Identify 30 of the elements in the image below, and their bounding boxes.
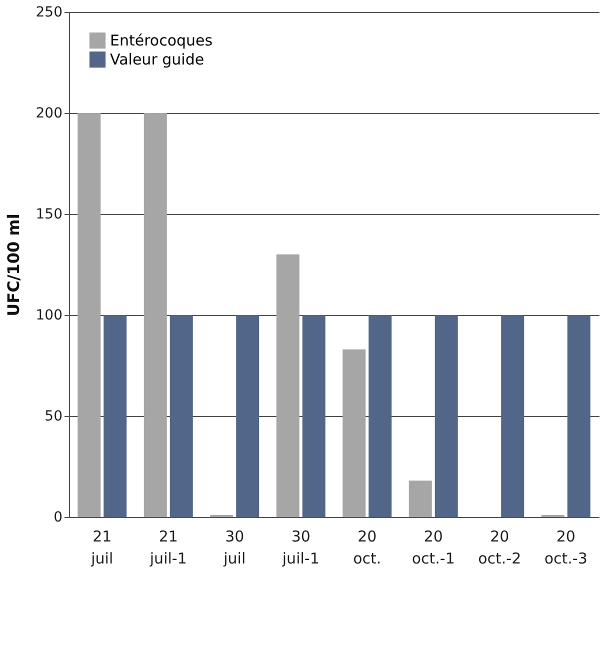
bar [342, 349, 366, 517]
y-tick-label: 0 [54, 510, 62, 526]
x-tick-label: 20 oct.-1 [412, 528, 455, 568]
x-tick-label: 20 oct. [353, 528, 382, 568]
bar [144, 113, 167, 517]
x-tick-label: 21 juil-1 [148, 528, 187, 568]
bar [434, 315, 458, 517]
bar [567, 315, 590, 517]
y-axis-title: UFC/100 ml [4, 214, 23, 316]
bar [408, 480, 432, 517]
y-tick-label: 250 [36, 4, 62, 20]
legend-label: Entérocoques [110, 32, 213, 50]
x-tick-label: 30 juil [222, 528, 246, 568]
bar [302, 315, 326, 517]
bar [276, 254, 300, 517]
y-tick-label: 150 [36, 206, 62, 222]
bar [236, 315, 260, 517]
y-tick-label: 50 [44, 408, 62, 424]
bar [368, 315, 392, 517]
y-tick-label: 200 [36, 106, 62, 122]
x-tick-label: 30 juil-1 [281, 528, 320, 568]
bar [170, 315, 193, 517]
bar [104, 315, 127, 517]
x-tick-label: 20 oct.-3 [544, 528, 588, 568]
y-tick-label: 100 [36, 308, 62, 324]
legend-label: Valeur guide [110, 50, 204, 68]
bar [501, 315, 524, 517]
x-tick-label: 20 oct.-2 [478, 528, 522, 568]
bar [78, 113, 101, 517]
x-tick-label: 21 juil [90, 528, 114, 568]
